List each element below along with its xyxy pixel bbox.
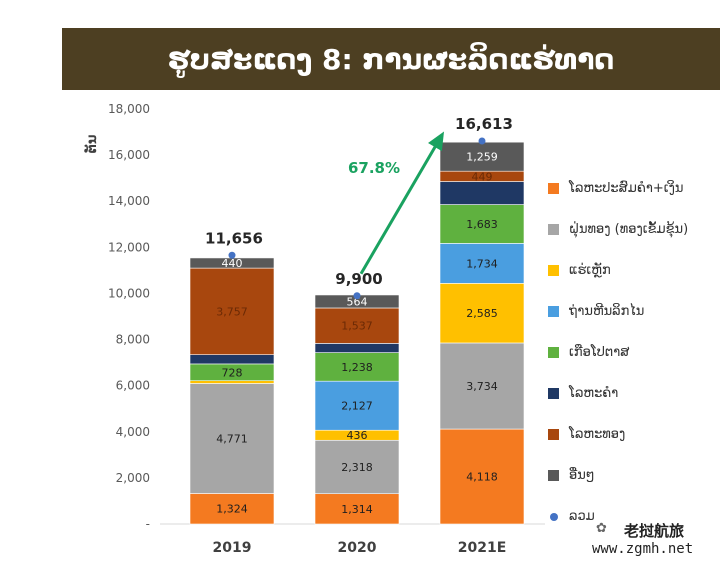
data-label: 564	[347, 295, 368, 308]
legend-item: ເກືອໂປຕາສ	[548, 332, 720, 373]
legend-swatch	[548, 470, 559, 481]
data-label: 449	[472, 170, 493, 183]
growth-arrow-head	[428, 131, 445, 152]
legend-item: ໂລຫະປະສົມຄຳ+ເງິນ	[548, 168, 720, 209]
bar-segment	[439, 141, 525, 172]
legend-label: ເກືອໂປຕາສ	[569, 345, 630, 360]
data-label: 1,238	[341, 361, 373, 374]
y-tick-label: 16,000	[108, 148, 150, 162]
data-label: 1,259	[466, 151, 498, 164]
bar-segment	[314, 343, 400, 353]
legend-item: ໂລຫະຄຳ	[548, 373, 720, 414]
bar-segment	[439, 181, 525, 205]
legend-label: ໂລຫະຄຳ	[569, 386, 619, 401]
y-tick-label: 8,000	[116, 333, 150, 347]
data-label: 728	[222, 366, 243, 379]
data-label: 4,771	[216, 432, 248, 445]
y-tick-label: -	[146, 517, 150, 531]
legend-swatch	[548, 265, 559, 276]
bar-segment	[439, 428, 525, 525]
growth-arrow-line	[359, 134, 444, 275]
legend-swatch	[548, 183, 559, 194]
bar-segment	[439, 342, 525, 430]
legend-swatch	[548, 429, 559, 440]
y-tick-label: 18,000	[108, 102, 150, 116]
total-marker	[478, 137, 486, 145]
chart-legend: ໂລຫະປະສົມຄຳ+ເງິນຝຸ່ນທອງ (ທອງເຂັ້ມຂຸ້ນ) ແຮ…	[548, 168, 720, 537]
bar-segment	[189, 380, 275, 384]
watermark-name: 老挝航旅	[624, 522, 685, 540]
data-label: 3,734	[466, 380, 498, 393]
growth-label: 67.8%	[348, 159, 400, 177]
x-tick-label: 2020	[338, 540, 377, 556]
bar-segment	[189, 354, 275, 365]
legend-label: ອື່ນໆ	[569, 468, 595, 483]
data-label: 4,118	[466, 471, 498, 484]
y-tick-label: 14,000	[108, 194, 150, 208]
data-label: 1,324	[216, 503, 248, 516]
total-marker	[353, 292, 361, 300]
bar-segment	[439, 283, 525, 344]
y-tick-label: 4,000	[116, 425, 150, 439]
wechat-icon: ✿	[596, 521, 607, 536]
data-label: 1,683	[466, 218, 498, 231]
data-label: 2,318	[341, 461, 373, 474]
y-tick-label: 12,000	[108, 240, 150, 254]
legend-item: ຝຸ່ນທອງ (ທອງເຂັ້ມຂຸ້ນ)	[548, 209, 720, 250]
legend-label: ແຮ່ເຫຼັກ	[569, 263, 611, 278]
legend-label: ໂລຫະທອງ	[569, 427, 626, 442]
legend-swatch	[548, 306, 559, 317]
data-label: 1,537	[341, 320, 373, 333]
legend-item-total: ລວມ	[548, 496, 720, 537]
bar-segment	[314, 439, 400, 495]
legend-label: ລວມ	[569, 509, 595, 524]
data-label: 1,734	[466, 257, 498, 270]
legend-swatch	[548, 388, 559, 399]
legend-swatch	[548, 347, 559, 358]
bar-segment	[189, 493, 275, 525]
x-tick-label: 2021E	[458, 540, 507, 556]
legend-label: ຖ່ານຫີນລິກໄນ	[569, 304, 645, 319]
data-label: 440	[222, 257, 243, 270]
data-label: 2,585	[466, 307, 498, 320]
total-label: 11,656	[205, 229, 263, 247]
total-label: 9,900	[335, 270, 382, 288]
legend-item: ໂລຫະທອງ	[548, 414, 720, 455]
y-tick-label: 6,000	[116, 379, 150, 393]
bar-segment	[439, 204, 525, 244]
bar-segment	[314, 352, 400, 382]
data-label: 2,127	[341, 400, 373, 413]
y-tick-label: 10,000	[108, 286, 150, 300]
legend-label: ຝຸ່ນທອງ (ທອງເຂັ້ມຂຸ້ນ)	[569, 222, 689, 237]
data-label: 3,757	[216, 305, 248, 318]
legend-swatch	[550, 512, 558, 521]
bar-segment	[314, 493, 400, 525]
bar-segment	[189, 383, 275, 494]
legend-label: ໂລຫະປະສົມຄຳ+ເງິນ	[569, 181, 684, 196]
chart-title: ຮູບສະແດງ 8: ການຜະລິດແຮ່ທາດ	[62, 28, 720, 90]
bar-segment	[189, 267, 275, 356]
x-tick-label: 2019	[213, 540, 252, 556]
legend-item: ອື່ນໆ	[548, 455, 720, 496]
total-label: 16,613	[455, 115, 513, 133]
data-label: 436	[347, 429, 368, 442]
watermark-url: www.zgmh.net	[592, 541, 694, 557]
total-marker	[228, 251, 236, 259]
data-label: 1,314	[341, 503, 373, 516]
y-axis-label: ຕັນ	[84, 135, 100, 154]
legend-swatch	[548, 224, 559, 235]
y-tick-label: 2,000	[116, 471, 150, 485]
bar-segment	[314, 380, 400, 431]
legend-item: ແຮ່ເຫຼັກ	[548, 250, 720, 291]
legend-item: ຖ່ານຫີນລິກໄນ	[548, 291, 720, 332]
